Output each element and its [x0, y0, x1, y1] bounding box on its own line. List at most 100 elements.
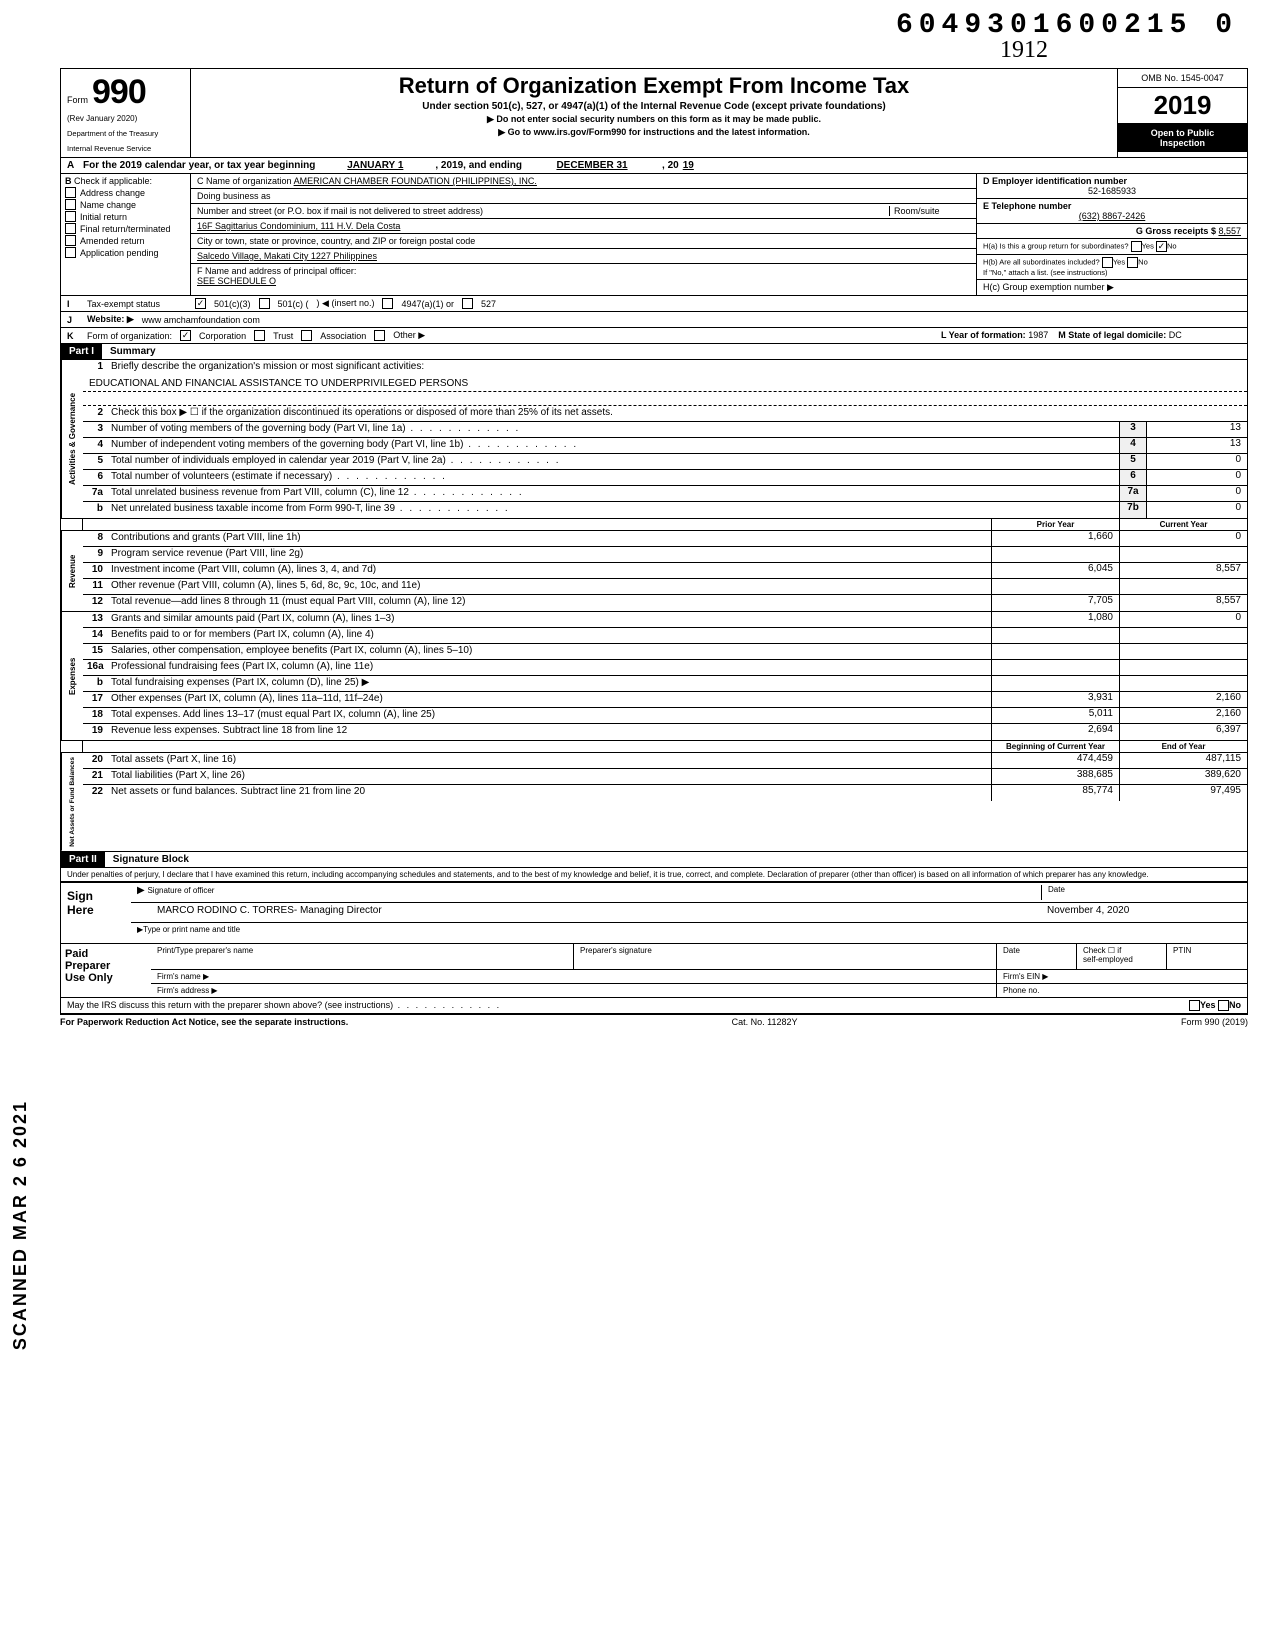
checkbox-hb-yes[interactable] — [1102, 257, 1113, 268]
paperwork-notice: For Paperwork Reduction Act Notice, see … — [60, 1017, 348, 1027]
line-4-num: 4 — [83, 438, 107, 453]
row-j-prefix: J — [67, 315, 79, 325]
prior-year-value — [991, 628, 1119, 643]
line-num: 16a — [83, 660, 107, 675]
paid-preparer-label: Paid Preparer Use Only — [61, 944, 151, 997]
column-b: B Check if applicable: Address change Na… — [61, 174, 191, 295]
revenue-header-row: Prior Year Current Year — [61, 519, 1247, 531]
dept-irs: Internal Revenue Service — [67, 144, 184, 153]
line-num: 9 — [83, 547, 107, 562]
line-num: 15 — [83, 644, 107, 659]
opt-corporation: Corporation — [199, 331, 246, 341]
checkbox-name-change[interactable] — [65, 199, 76, 210]
line-label: Total liabilities (Part X, line 26) — [107, 769, 991, 784]
summary-row: 20Total assets (Part X, line 16)474,4594… — [83, 753, 1247, 769]
paid-label-1: Paid — [65, 948, 147, 960]
checkbox-ha-no[interactable]: ✓ — [1156, 241, 1167, 252]
type-name-label: Type or print name and title — [143, 925, 240, 941]
checkbox-discuss-yes[interactable] — [1189, 1000, 1200, 1011]
checkbox-final-return[interactable] — [65, 223, 76, 234]
checkbox-ha-yes[interactable] — [1131, 241, 1142, 252]
line-7a-num: 7a — [83, 486, 107, 501]
governance-block: Activities & Governance 1 Briefly descri… — [61, 360, 1247, 519]
checkbox-association[interactable] — [301, 330, 312, 341]
firm-address-label: Firm's address ▶ — [151, 984, 997, 997]
tax-year-yr: 19 — [679, 160, 698, 171]
line-1-num: 1 — [83, 360, 107, 376]
line-7b-value: 0 — [1147, 502, 1247, 518]
row-a-prefix: A — [67, 160, 83, 171]
checkbox-amended-return[interactable] — [65, 235, 76, 246]
sign-here-label: Sign Here — [61, 883, 131, 943]
checkbox-other[interactable] — [374, 330, 385, 341]
line-num: 8 — [83, 531, 107, 546]
current-year-value — [1119, 579, 1247, 594]
row-i: I Tax-exempt status ✓501(c)(3) 501(c) ()… — [61, 296, 1247, 312]
checkbox-corporation[interactable]: ✓ — [180, 330, 191, 341]
summary-row: 16aProfessional fundraising fees (Part I… — [83, 660, 1247, 676]
prior-year-value: 6,045 — [991, 563, 1119, 578]
checkbox-501c3[interactable]: ✓ — [195, 298, 206, 309]
col-b-prefix: B — [65, 176, 72, 186]
form-ref: Form 990 (2019) — [1181, 1017, 1248, 1027]
row-a-tax-year: A For the 2019 calendar year, or tax yea… — [61, 158, 1247, 174]
discuss-yes: Yes — [1200, 1000, 1216, 1010]
current-year-header: Current Year — [1119, 519, 1247, 530]
checkbox-initial-return[interactable] — [65, 211, 76, 222]
prior-year-value: 474,459 — [991, 753, 1119, 768]
line-label: Salaries, other compensation, employee b… — [107, 644, 991, 659]
netassets-vert-label: Net Assets or Fund Balances — [61, 753, 83, 851]
addr-label: Number and street (or P.O. box if mail i… — [197, 206, 483, 216]
line-label: Professional fundraising fees (Part IX, … — [107, 660, 991, 675]
line-num: 17 — [83, 692, 107, 707]
ein-value: 52-1685933 — [983, 186, 1241, 196]
opt-other: Other ▶ — [393, 330, 425, 341]
row-a-text2: , 2019, and ending — [435, 160, 522, 171]
current-year-value: 487,115 — [1119, 753, 1247, 768]
summary-row: 17Other expenses (Part IX, column (A), l… — [83, 692, 1247, 708]
checkbox-application-pending[interactable] — [65, 247, 76, 258]
current-year-value: 2,160 — [1119, 708, 1247, 723]
state-domicile-value: DC — [1169, 330, 1182, 340]
checkbox-discuss-no[interactable] — [1218, 1000, 1229, 1011]
summary-row: 15Salaries, other compensation, employee… — [83, 644, 1247, 660]
ha-yes: Yes — [1142, 241, 1154, 250]
checkbox-address-change[interactable] — [65, 187, 76, 198]
lbl-initial-return: Initial return — [80, 212, 127, 222]
row-a-text1: For the 2019 calendar year, or tax year … — [83, 160, 315, 171]
self-employed-check-label: Check ☐ if — [1083, 946, 1160, 955]
line-label: Benefits paid to or for members (Part IX… — [107, 628, 991, 643]
checkbox-4947[interactable] — [382, 298, 393, 309]
line-num: 12 — [83, 595, 107, 611]
irs-discuss-row: May the IRS discuss this return with the… — [61, 998, 1247, 1014]
summary-row: 14Benefits paid to or for members (Part … — [83, 628, 1247, 644]
part-1-header: Part I Summary — [61, 344, 1247, 360]
line-3-num: 3 — [83, 422, 107, 437]
line-label: Total revenue—add lines 8 through 11 (mu… — [107, 595, 991, 611]
current-year-value — [1119, 628, 1247, 643]
form-number: 990 — [92, 73, 146, 112]
gross-receipts-label: G Gross receipts $ — [1136, 226, 1216, 236]
part-2-header: Part II Signature Block — [61, 852, 1247, 868]
line-2-label: Check this box ▶ ☐ if the organization d… — [107, 406, 1247, 421]
date-label: Date — [1041, 885, 1241, 900]
part-2-title: Signature Block — [105, 854, 189, 865]
row-k-label: Form of organization: — [87, 331, 172, 341]
checkbox-501c[interactable] — [259, 298, 270, 309]
line-label: Net assets or fund balances. Subtract li… — [107, 785, 991, 801]
current-year-value: 0 — [1119, 531, 1247, 546]
current-year-value: 97,495 — [1119, 785, 1247, 801]
irs-discuss-text: May the IRS discuss this return with the… — [67, 1000, 1121, 1011]
form-footer: For Paperwork Reduction Act Notice, see … — [60, 1015, 1248, 1029]
checkbox-hb-no[interactable] — [1127, 257, 1138, 268]
ha-label: H(a) Is this a group return for subordin… — [983, 241, 1129, 250]
preparer-signature-label: Preparer's signature — [574, 944, 997, 969]
opt-501c-insert: ) ◀ (insert no.) — [317, 298, 375, 309]
line-1-label: Briefly describe the organization's miss… — [107, 360, 1247, 376]
line-num: 22 — [83, 785, 107, 801]
header-center: Return of Organization Exempt From Incom… — [191, 69, 1117, 157]
checkbox-527[interactable] — [462, 298, 473, 309]
block-b-through-h: B Check if applicable: Address change Na… — [61, 174, 1247, 296]
checkbox-trust[interactable] — [254, 330, 265, 341]
revenue-vert-label: Revenue — [61, 531, 83, 611]
